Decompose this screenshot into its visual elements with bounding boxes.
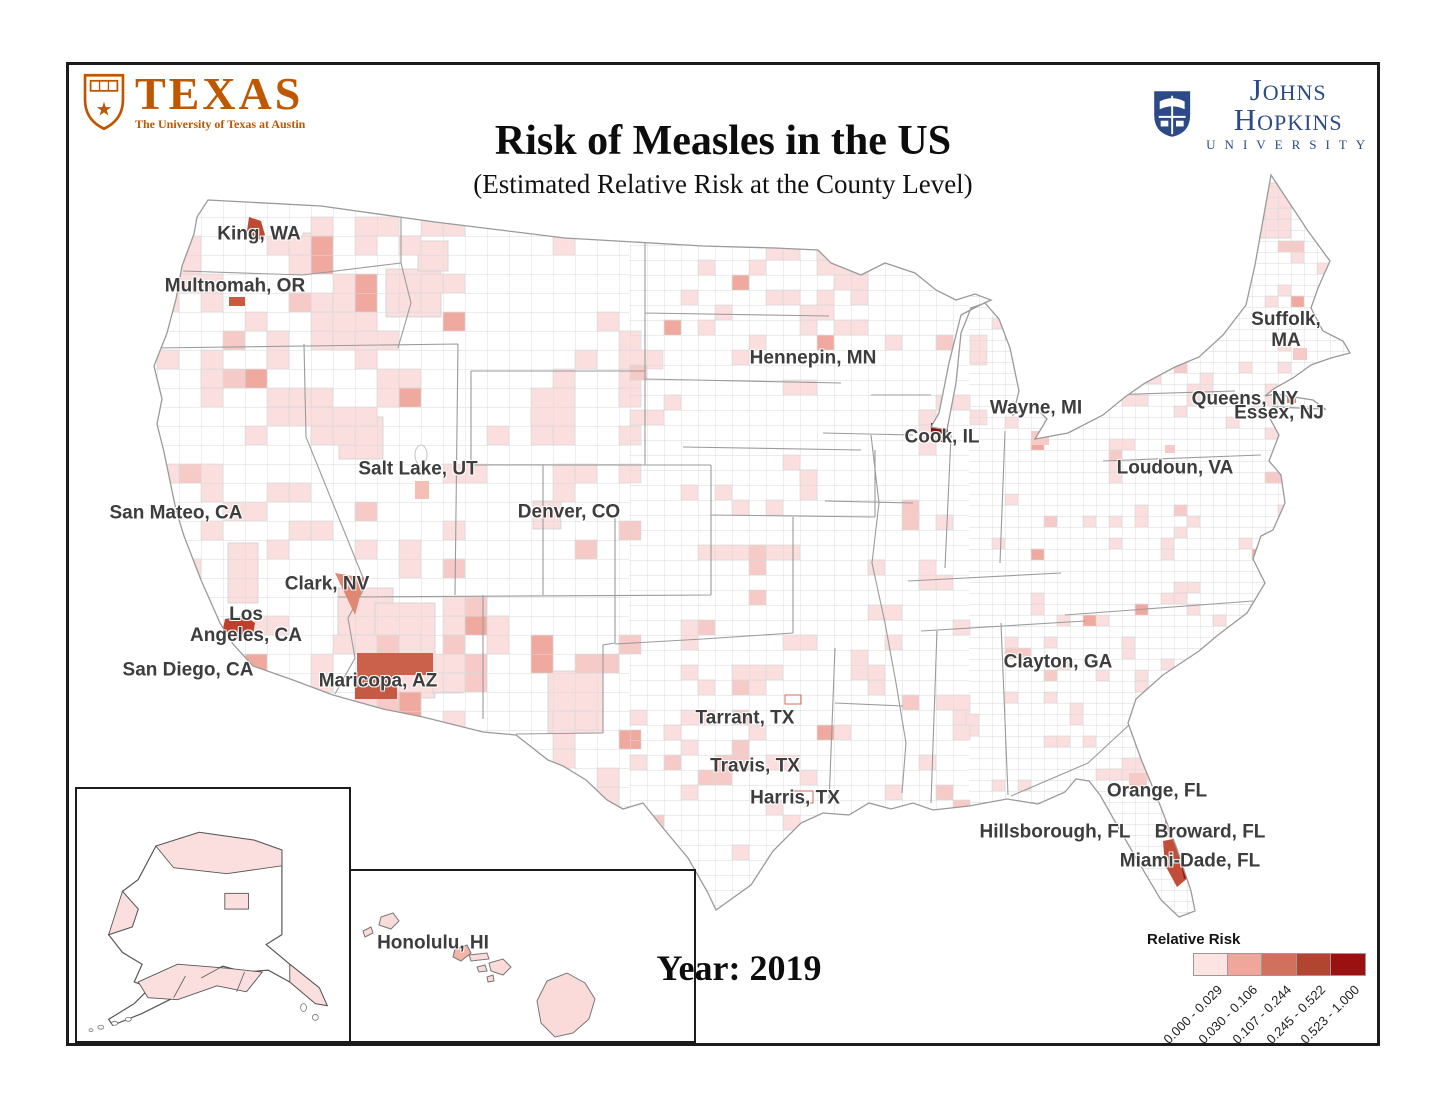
ut-austin-logo: ★ TEXAS The University of Texas at Austi…: [79, 68, 306, 132]
jhu-shield-icon: [1154, 91, 1191, 137]
ut-shield-icon: ★: [83, 73, 125, 131]
county-clark-nv-shape: [335, 573, 365, 615]
ut-tagline: The University of Texas at Austin: [135, 117, 306, 131]
county-los-angeles-shape: [223, 616, 255, 639]
hawaii-inset: [349, 869, 696, 1043]
great-salt-lake: [414, 444, 428, 466]
legend-tick-labels: 0.000 - 0.029 0.030 - 0.106 0.107 - 0.244 0…: [1147, 976, 1377, 1047]
county-maricopa-az-shape: [357, 653, 433, 675]
legend-color-bar: [1193, 953, 1366, 976]
oahu-island: [452, 944, 472, 962]
legend-swatch-3: [1296, 954, 1331, 975]
legend-swatch-1: [1228, 954, 1263, 975]
us-county-map: [153, 173, 1351, 918]
legend-swatch-4: [1330, 954, 1365, 975]
county-king-wa-shape: [247, 217, 265, 243]
county-salt-lake-ut-shape: [415, 481, 429, 499]
svg-text:★: ★: [96, 99, 113, 120]
map-canvas: King, WA Multnomah, OR Hennepin, MN Wayne, …: [66, 62, 1380, 1047]
hawaii-map: [362, 912, 596, 1038]
page-subtitle: (Estimated Relative Risk at the County L…: [473, 169, 973, 199]
county-maricopa-az-shape2: [355, 675, 397, 699]
johns-hopkins-logo: Johns Hopkins UNIVERSITY: [1153, 72, 1377, 153]
ut-wordmark: TEXAS: [135, 68, 304, 119]
county-orange-fl-shape: [1129, 773, 1147, 787]
alaska-inset: [75, 787, 351, 1043]
jhu-tagline: UNIVERSITY: [1206, 137, 1375, 152]
legend-swatch-2: [1262, 954, 1297, 975]
highlighted-counties: [223, 217, 1307, 887]
alaska-map: [88, 831, 329, 1033]
county-suffolk-ma-shape: [1293, 348, 1307, 360]
us-outline: [153, 173, 1351, 918]
legend-swatch-0: [1194, 954, 1229, 975]
year-label: Year: 2019: [656, 948, 822, 988]
county-queens-ny-shape: [1287, 395, 1296, 403]
county-loudoun-va-shape: [1165, 445, 1175, 453]
county-palm-beach-shape: [1167, 797, 1189, 817]
legend-title: Relative Risk: [1147, 931, 1241, 948]
county-multnomah-or-shape: [229, 297, 245, 306]
jhu-wordmark: Johns Hopkins: [1233, 72, 1343, 137]
page-title: Risk of Measles in the US: [494, 118, 952, 164]
relative-risk-legend: Relative Risk 0.000 - 0.029 0.030 - 0.106…: [1147, 931, 1377, 1047]
